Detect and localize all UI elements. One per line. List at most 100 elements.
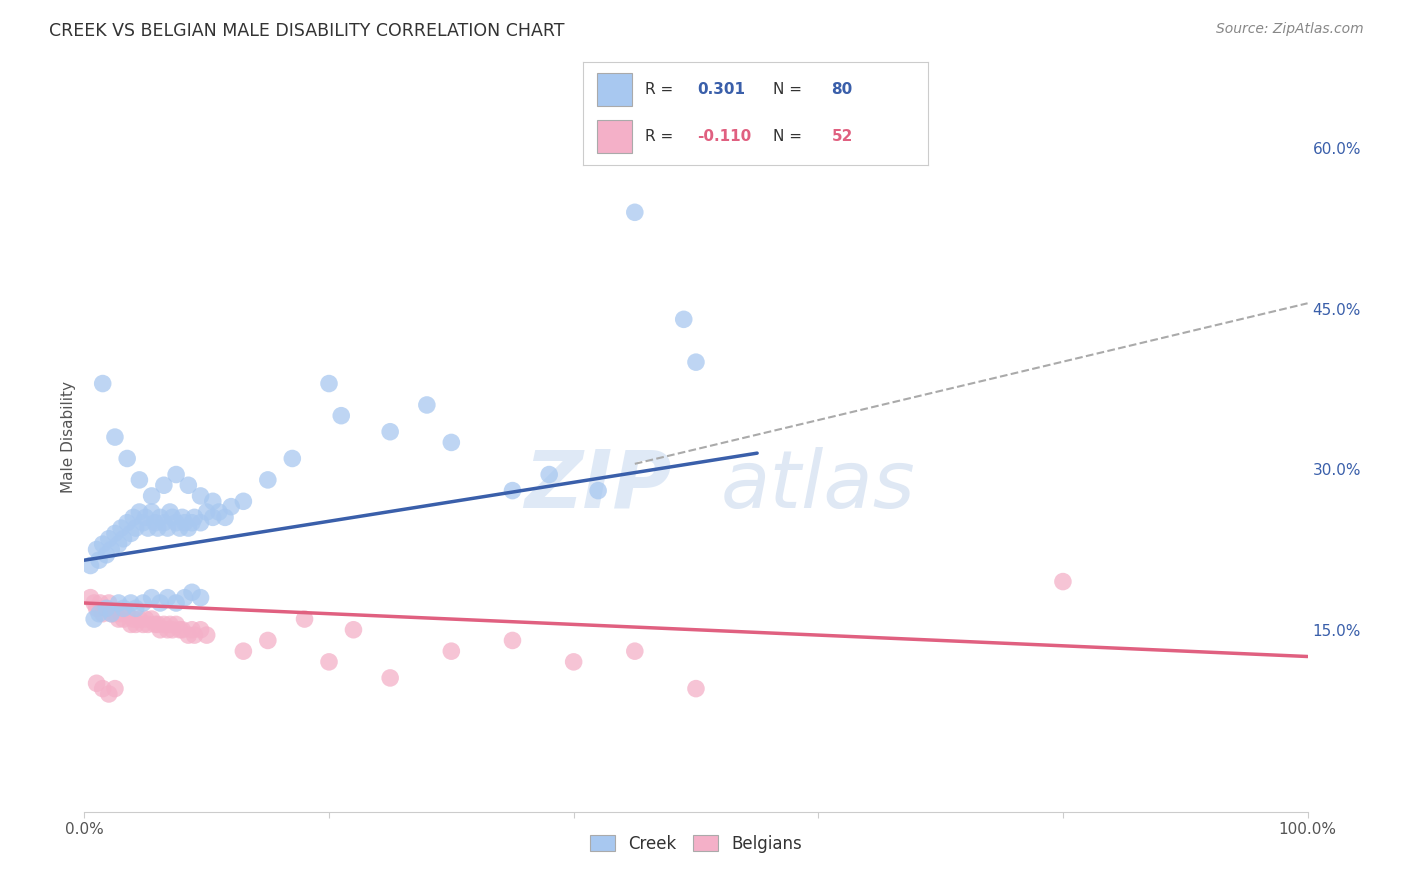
Point: [159, 617, 181, 632]
Point: [208, 505, 231, 519]
Point: [110, 607, 132, 621]
Point: [100, 607, 122, 621]
Text: atlas: atlas: [720, 447, 915, 524]
Point: [91, 607, 114, 621]
Point: [125, 521, 148, 535]
Point: [83, 612, 105, 626]
Point: [342, 623, 364, 637]
Point: [165, 516, 187, 530]
Point: [219, 500, 242, 514]
Point: [177, 478, 200, 492]
Point: [91, 681, 114, 696]
Point: [201, 494, 224, 508]
Text: R =: R =: [645, 128, 679, 144]
Point: [162, 510, 184, 524]
Legend: Creek, Belgians: Creek, Belgians: [583, 829, 808, 860]
Point: [165, 467, 187, 482]
Point: [156, 591, 179, 605]
Point: [257, 633, 280, 648]
Point: [115, 451, 138, 466]
Point: [132, 596, 155, 610]
Bar: [598, 73, 631, 105]
Point: [86, 601, 108, 615]
Point: [79, 591, 101, 605]
Point: [89, 596, 111, 610]
Point: [120, 526, 142, 541]
Point: [146, 521, 169, 535]
Point: [1052, 574, 1074, 589]
Point: [120, 617, 142, 632]
Text: Source: ZipAtlas.com: Source: ZipAtlas.com: [1216, 22, 1364, 37]
Point: [136, 617, 159, 632]
Point: [672, 312, 695, 326]
Point: [165, 617, 187, 632]
Point: [91, 376, 114, 391]
Point: [173, 591, 195, 605]
Point: [380, 671, 402, 685]
Point: [115, 516, 138, 530]
Point: [214, 510, 236, 524]
Point: [97, 687, 120, 701]
Point: [169, 521, 191, 535]
Point: [83, 596, 105, 610]
Point: [141, 489, 163, 503]
Point: [112, 612, 135, 626]
Point: [122, 510, 145, 524]
Point: [624, 644, 647, 658]
Text: R =: R =: [645, 81, 679, 96]
Point: [149, 623, 172, 637]
Point: [257, 473, 280, 487]
Point: [104, 681, 127, 696]
Point: [132, 617, 155, 632]
Point: [502, 483, 524, 498]
Point: [156, 623, 179, 637]
Point: [112, 532, 135, 546]
Text: 80: 80: [831, 81, 853, 96]
Text: ZIP: ZIP: [524, 447, 672, 524]
Point: [685, 681, 707, 696]
Point: [440, 644, 463, 658]
Point: [79, 558, 101, 573]
Point: [141, 612, 163, 626]
Point: [440, 435, 463, 450]
Point: [195, 505, 218, 519]
Point: [502, 633, 524, 648]
Point: [181, 623, 204, 637]
Point: [107, 537, 129, 551]
Point: [107, 612, 129, 626]
Point: [104, 430, 127, 444]
Point: [538, 467, 561, 482]
Point: [190, 623, 212, 637]
Point: [685, 355, 707, 369]
Point: [104, 607, 127, 621]
Point: [100, 542, 122, 557]
Point: [96, 601, 118, 615]
Point: [330, 409, 353, 423]
Point: [120, 596, 142, 610]
Point: [143, 516, 166, 530]
Point: [624, 205, 647, 219]
Point: [125, 601, 148, 615]
Point: [173, 516, 195, 530]
Text: N =: N =: [773, 81, 807, 96]
Point: [125, 617, 148, 632]
Text: N =: N =: [773, 128, 807, 144]
Text: 52: 52: [831, 128, 853, 144]
Point: [128, 612, 150, 626]
Point: [181, 516, 204, 530]
Point: [562, 655, 585, 669]
Text: CREEK VS BELGIAN MALE DISABILITY CORRELATION CHART: CREEK VS BELGIAN MALE DISABILITY CORRELA…: [49, 22, 565, 40]
Point: [172, 623, 194, 637]
Point: [153, 617, 176, 632]
Point: [96, 548, 118, 562]
Point: [97, 532, 120, 546]
Text: -0.110: -0.110: [697, 128, 751, 144]
Point: [87, 607, 110, 621]
Point: [156, 521, 179, 535]
Point: [100, 607, 122, 621]
Point: [128, 473, 150, 487]
Point: [115, 607, 138, 621]
Point: [181, 585, 204, 599]
Point: [132, 516, 155, 530]
Point: [86, 676, 108, 690]
